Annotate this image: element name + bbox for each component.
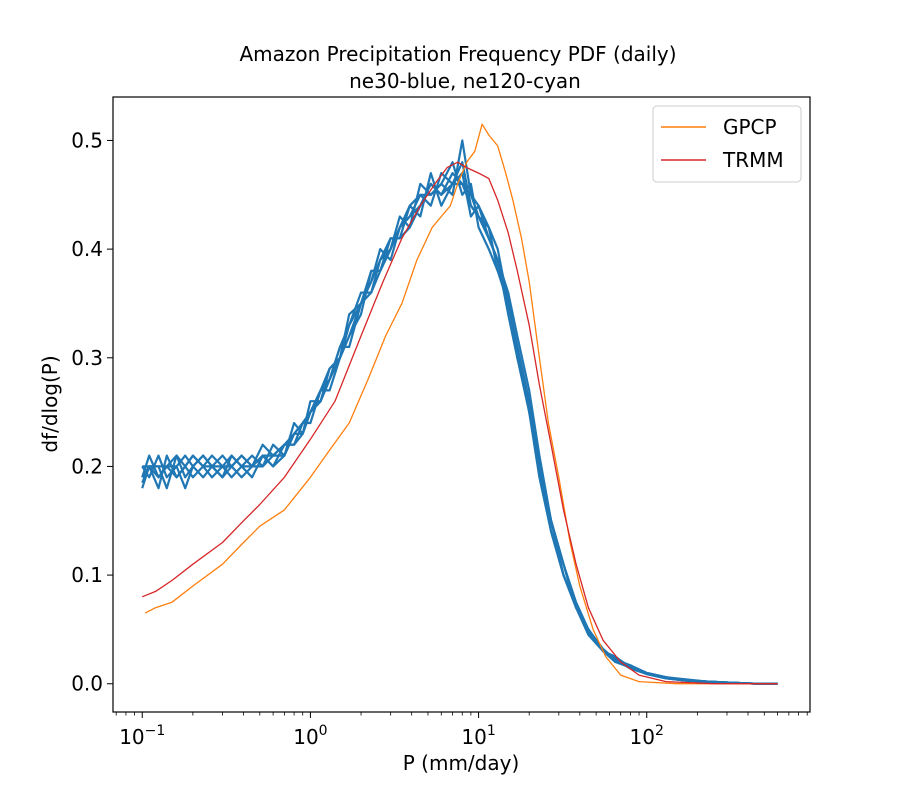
y-axis: 0.0 0.1 0.2 0.3 0.4 0.5 (71, 128, 113, 696)
x-tick-label: 102 (630, 723, 664, 749)
chart-subtitle: ne30-blue, ne120-cyan (349, 69, 581, 93)
y-tick-label: 0.3 (71, 346, 103, 370)
legend-gpcp-label: GPCP (723, 115, 777, 139)
gpcp-line (144, 123, 778, 685)
series-layer (141, 123, 778, 685)
y-axis-label: df/dlog(P) (38, 355, 62, 452)
y-tick-label: 0.4 (71, 237, 103, 261)
legend-trmm-label: TRMM (722, 148, 784, 172)
legend-box (652, 105, 802, 183)
ne30-member-line-4 (141, 172, 778, 685)
chart-title: Amazon Precipitation Frequency PDF (dail… (239, 42, 676, 66)
x-axis-label: P (mm/day) (403, 751, 520, 775)
y-tick-label: 0.2 (71, 454, 103, 478)
x-axis: 10−1 100 101 102 (115, 712, 808, 749)
ne30-member-line-2 (141, 161, 778, 685)
x-tick-label: 100 (293, 723, 327, 749)
y-tick-label: 0.5 (71, 128, 103, 152)
ne30-member-line-3 (141, 161, 778, 685)
plot-frame (112, 96, 811, 713)
ne30-member-line-1 (141, 172, 778, 685)
legend: GPCP TRMM (652, 105, 802, 183)
ne30-member-line-6 (141, 182, 778, 685)
y-tick-label: 0.1 (71, 563, 103, 587)
trmm-line (141, 161, 778, 685)
y-tick-label: 0.0 (71, 672, 103, 696)
ne30-member-line-5 (142, 139, 778, 685)
x-tick-label: 101 (461, 723, 495, 749)
x-tick-label: 10−1 (119, 723, 165, 749)
